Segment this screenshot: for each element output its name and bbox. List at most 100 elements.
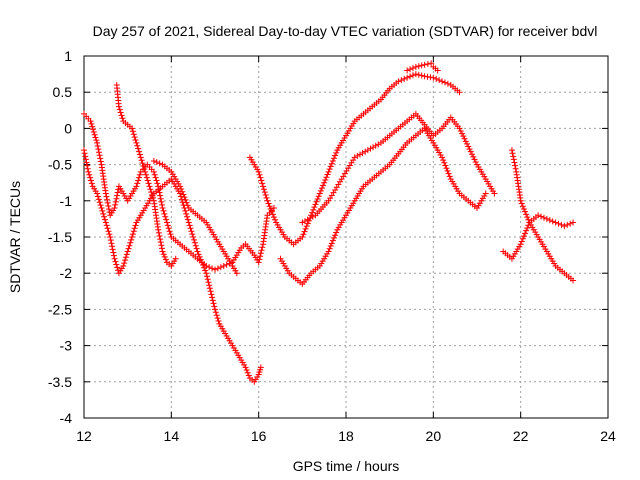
data-point [404,74,411,81]
data-point [118,112,125,119]
data-point [158,245,165,252]
data-point [412,71,419,78]
data-point [359,150,366,157]
data-point [82,153,89,160]
data-point [217,264,224,271]
data-point [153,177,160,184]
data-point [132,222,139,229]
data-point [109,246,116,253]
data-point [313,198,320,205]
data-point [325,248,332,255]
data-point [119,115,126,122]
data-point [161,210,168,217]
data-point [270,205,277,212]
data-point [94,139,101,146]
data-point [142,168,149,175]
data-point [162,213,169,220]
data-point [329,237,336,244]
data-point [328,160,335,167]
data-point [457,127,464,134]
data-point [395,78,402,85]
data-point [104,196,111,203]
data-point [520,233,527,240]
data-point [184,213,191,220]
data-point [223,261,230,268]
data-point [441,159,448,166]
data-point [131,134,138,141]
data-point [311,204,318,211]
data-point [164,222,171,229]
data-point [242,364,249,371]
data-point [203,270,210,277]
data-point [327,163,334,170]
data-point [149,192,156,199]
data-point [466,146,473,153]
y-tick-label: -1 [60,193,73,209]
data-point [364,147,371,154]
data-point [157,195,164,202]
data-point [303,223,310,230]
data-point [93,137,100,144]
data-point [150,168,157,175]
data-point [190,234,197,240]
data-point [104,225,111,232]
data-point [122,254,129,261]
data-point [362,148,369,155]
data-point [87,174,94,181]
data-point [159,248,166,255]
data-point [102,219,109,226]
data-point [509,150,516,157]
data-point [540,214,547,221]
data-point [264,197,271,204]
data-point [567,220,574,227]
data-point [570,219,577,226]
data-point [143,171,150,178]
data-point [460,133,467,140]
data-point [134,180,141,187]
data-point [446,173,453,180]
data-point [87,118,94,125]
data-point [213,312,220,319]
data-point [136,151,143,158]
data-point [90,129,97,136]
data-point [189,231,196,238]
data-point [160,207,167,214]
x-tick-label: 14 [164,428,180,444]
data-point [128,236,135,243]
data-point [94,193,101,200]
y-tick-label: -4 [60,410,73,426]
data-point [561,223,568,230]
data-point [440,157,447,164]
data-point [166,228,173,235]
data-point [310,206,317,213]
data-point [206,282,213,289]
data-point [523,227,530,234]
data-point [301,228,308,235]
data-point [351,154,358,161]
data-point [330,155,337,162]
data-point [197,256,204,263]
data-point [367,145,374,152]
data-point [116,106,123,113]
data-point [127,239,134,246]
data-point [130,131,137,138]
data-point [243,367,250,374]
data-point [84,162,91,169]
data-point [459,130,466,137]
data-point [269,211,276,218]
data-point [138,157,145,164]
data-point [95,146,102,153]
data-point [326,166,333,173]
data-point [324,171,331,178]
data-point [97,202,104,209]
data-point [180,191,187,198]
data-point [137,154,144,161]
series-track-h [299,110,498,226]
data-point [270,214,277,221]
data-point [255,168,262,175]
data-point [191,239,198,246]
data-point [100,210,107,217]
data-point [208,291,215,298]
data-point [132,136,139,143]
data-point [134,142,141,149]
